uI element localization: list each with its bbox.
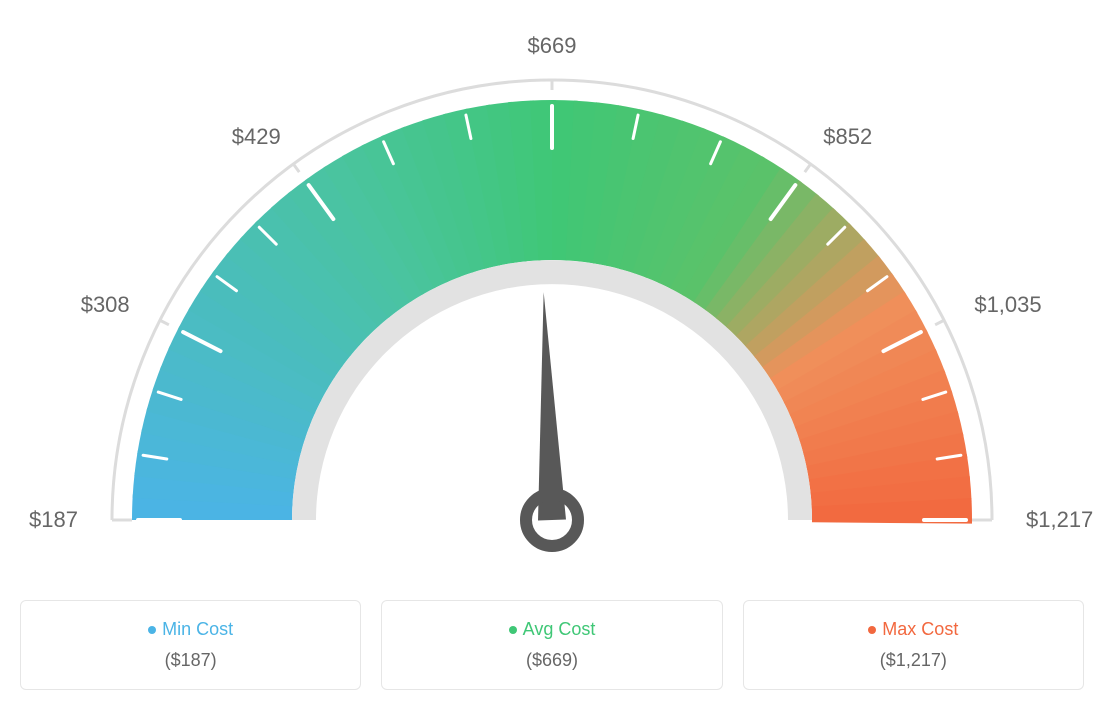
legend-title-min: Min Cost — [33, 619, 348, 640]
cost-gauge-widget: $187$308$429$669$852$1,035$1,217 Min Cos… — [20, 20, 1084, 690]
legend-title-avg: Avg Cost — [394, 619, 709, 640]
legend-row: Min Cost ($187) Avg Cost ($669) Max Cost… — [20, 600, 1084, 690]
legend-card-avg: Avg Cost ($669) — [381, 600, 722, 690]
legend-title-max: Max Cost — [756, 619, 1071, 640]
legend-label: Min Cost — [162, 619, 233, 639]
gauge-tick-label: $1,217 — [1026, 507, 1093, 533]
legend-label: Max Cost — [882, 619, 958, 639]
dot-icon — [148, 626, 156, 634]
gauge-tick-label: $308 — [81, 292, 130, 318]
legend-card-max: Max Cost ($1,217) — [743, 600, 1084, 690]
legend-card-min: Min Cost ($187) — [20, 600, 361, 690]
gauge-tick-label: $1,035 — [974, 292, 1041, 318]
gauge-tick-label: $852 — [823, 124, 872, 150]
legend-value-avg: ($669) — [394, 650, 709, 671]
legend-value-min: ($187) — [33, 650, 348, 671]
gauge-tick-label: $187 — [29, 507, 78, 533]
gauge-tick-label: $669 — [528, 33, 577, 59]
legend-value-max: ($1,217) — [756, 650, 1071, 671]
dot-icon — [868, 626, 876, 634]
legend-label: Avg Cost — [523, 619, 596, 639]
gauge-tick-label: $429 — [232, 124, 281, 150]
dot-icon — [509, 626, 517, 634]
gauge-chart: $187$308$429$669$852$1,035$1,217 — [20, 20, 1084, 580]
